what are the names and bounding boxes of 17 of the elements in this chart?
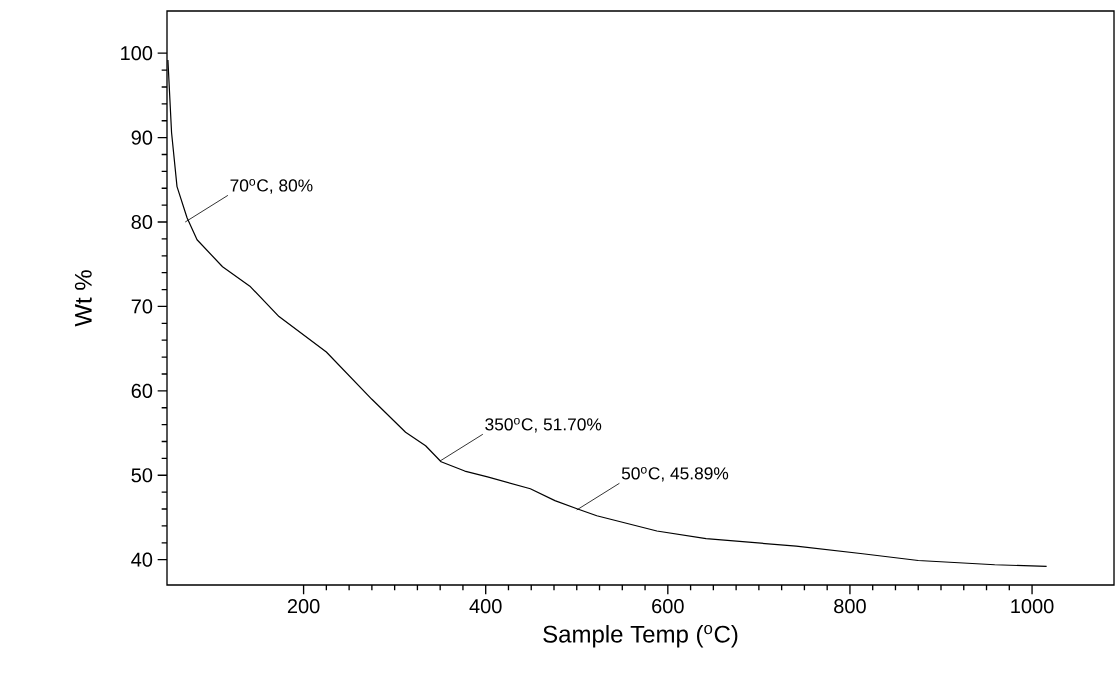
y-tick-label: 60 [131, 383, 153, 398]
y-tick-label: 80 [131, 214, 153, 230]
x-tick-label: 400 [469, 599, 502, 614]
y-tick-label: 40 [131, 552, 153, 567]
x-tick-label: 800 [834, 599, 866, 614]
annotation: 350$^{o}$C, 51.70% [485, 417, 602, 433]
y-tick-label: 50 [131, 468, 153, 483]
annotation: 70$^{o}$C, 80% [230, 179, 313, 194]
y-tick-label: 70 [131, 299, 153, 314]
x-tick-label: 200 [287, 599, 320, 614]
x-tick-label: 600 [652, 599, 684, 614]
x-axis-title: Sample Temp ($^{o}$C) [543, 625, 738, 648]
y-tick-label: 100 [121, 46, 153, 61]
x-tick-label: 1000 [1011, 599, 1054, 614]
y-tick-label: 90 [131, 130, 153, 145]
annotation: 50$^{o}$C, 45.89% [621, 467, 729, 482]
y-axis-title: Wt % [74, 270, 92, 327]
